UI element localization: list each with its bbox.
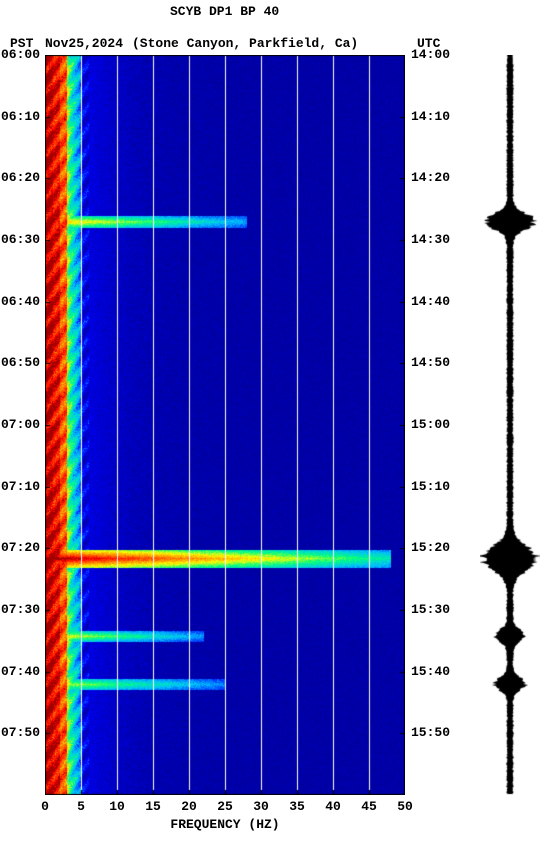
freq-tick: 5	[77, 799, 85, 814]
left-time-tick: 07:20	[1, 540, 40, 555]
freq-tick: 20	[181, 799, 197, 814]
right-time-tick: 14:20	[411, 170, 450, 185]
left-time-tick: 07:40	[1, 664, 40, 679]
freq-tick: 35	[289, 799, 305, 814]
left-time-tick: 06:50	[1, 355, 40, 370]
freq-tick: 15	[145, 799, 161, 814]
right-time-tick: 14:00	[411, 47, 450, 62]
right-time-tick: 14:40	[411, 294, 450, 309]
right-time-tick: 14:30	[411, 232, 450, 247]
freq-tick: 40	[325, 799, 341, 814]
station-channel-title: SCYB DP1 BP 40	[170, 4, 279, 19]
freq-tick: 50	[397, 799, 413, 814]
right-time-tick: 15:50	[411, 725, 450, 740]
right-time-tick: 14:50	[411, 355, 450, 370]
left-time-tick: 06:20	[1, 170, 40, 185]
waveform-chart	[480, 55, 540, 795]
right-time-tick: 15:40	[411, 664, 450, 679]
left-time-tick: 06:40	[1, 294, 40, 309]
right-time-tick: 15:10	[411, 479, 450, 494]
freq-tick: 0	[41, 799, 49, 814]
freq-tick: 30	[253, 799, 269, 814]
spectrogram-chart: FREQUENCY (HZ) 06:0014:0006:1014:1006:20…	[45, 55, 405, 795]
right-time-tick: 15:20	[411, 540, 450, 555]
left-time-tick: 06:10	[1, 109, 40, 124]
freq-tick: 10	[109, 799, 125, 814]
right-time-tick: 15:30	[411, 602, 450, 617]
x-axis-label: FREQUENCY (HZ)	[45, 817, 405, 832]
left-time-tick: 07:30	[1, 602, 40, 617]
left-time-tick: 07:00	[1, 417, 40, 432]
left-time-tick: 06:00	[1, 47, 40, 62]
freq-tick: 25	[217, 799, 233, 814]
spectrogram-canvas	[45, 55, 405, 795]
right-time-tick: 15:00	[411, 417, 450, 432]
right-time-tick: 14:10	[411, 109, 450, 124]
left-time-tick: 07:10	[1, 479, 40, 494]
left-time-tick: 07:50	[1, 725, 40, 740]
station-name-label: (Stone Canyon, Parkfield, Ca)	[132, 36, 358, 51]
left-time-tick: 06:30	[1, 232, 40, 247]
date-label: Nov25,2024	[45, 36, 123, 51]
waveform-canvas	[480, 55, 540, 795]
freq-tick: 45	[361, 799, 377, 814]
